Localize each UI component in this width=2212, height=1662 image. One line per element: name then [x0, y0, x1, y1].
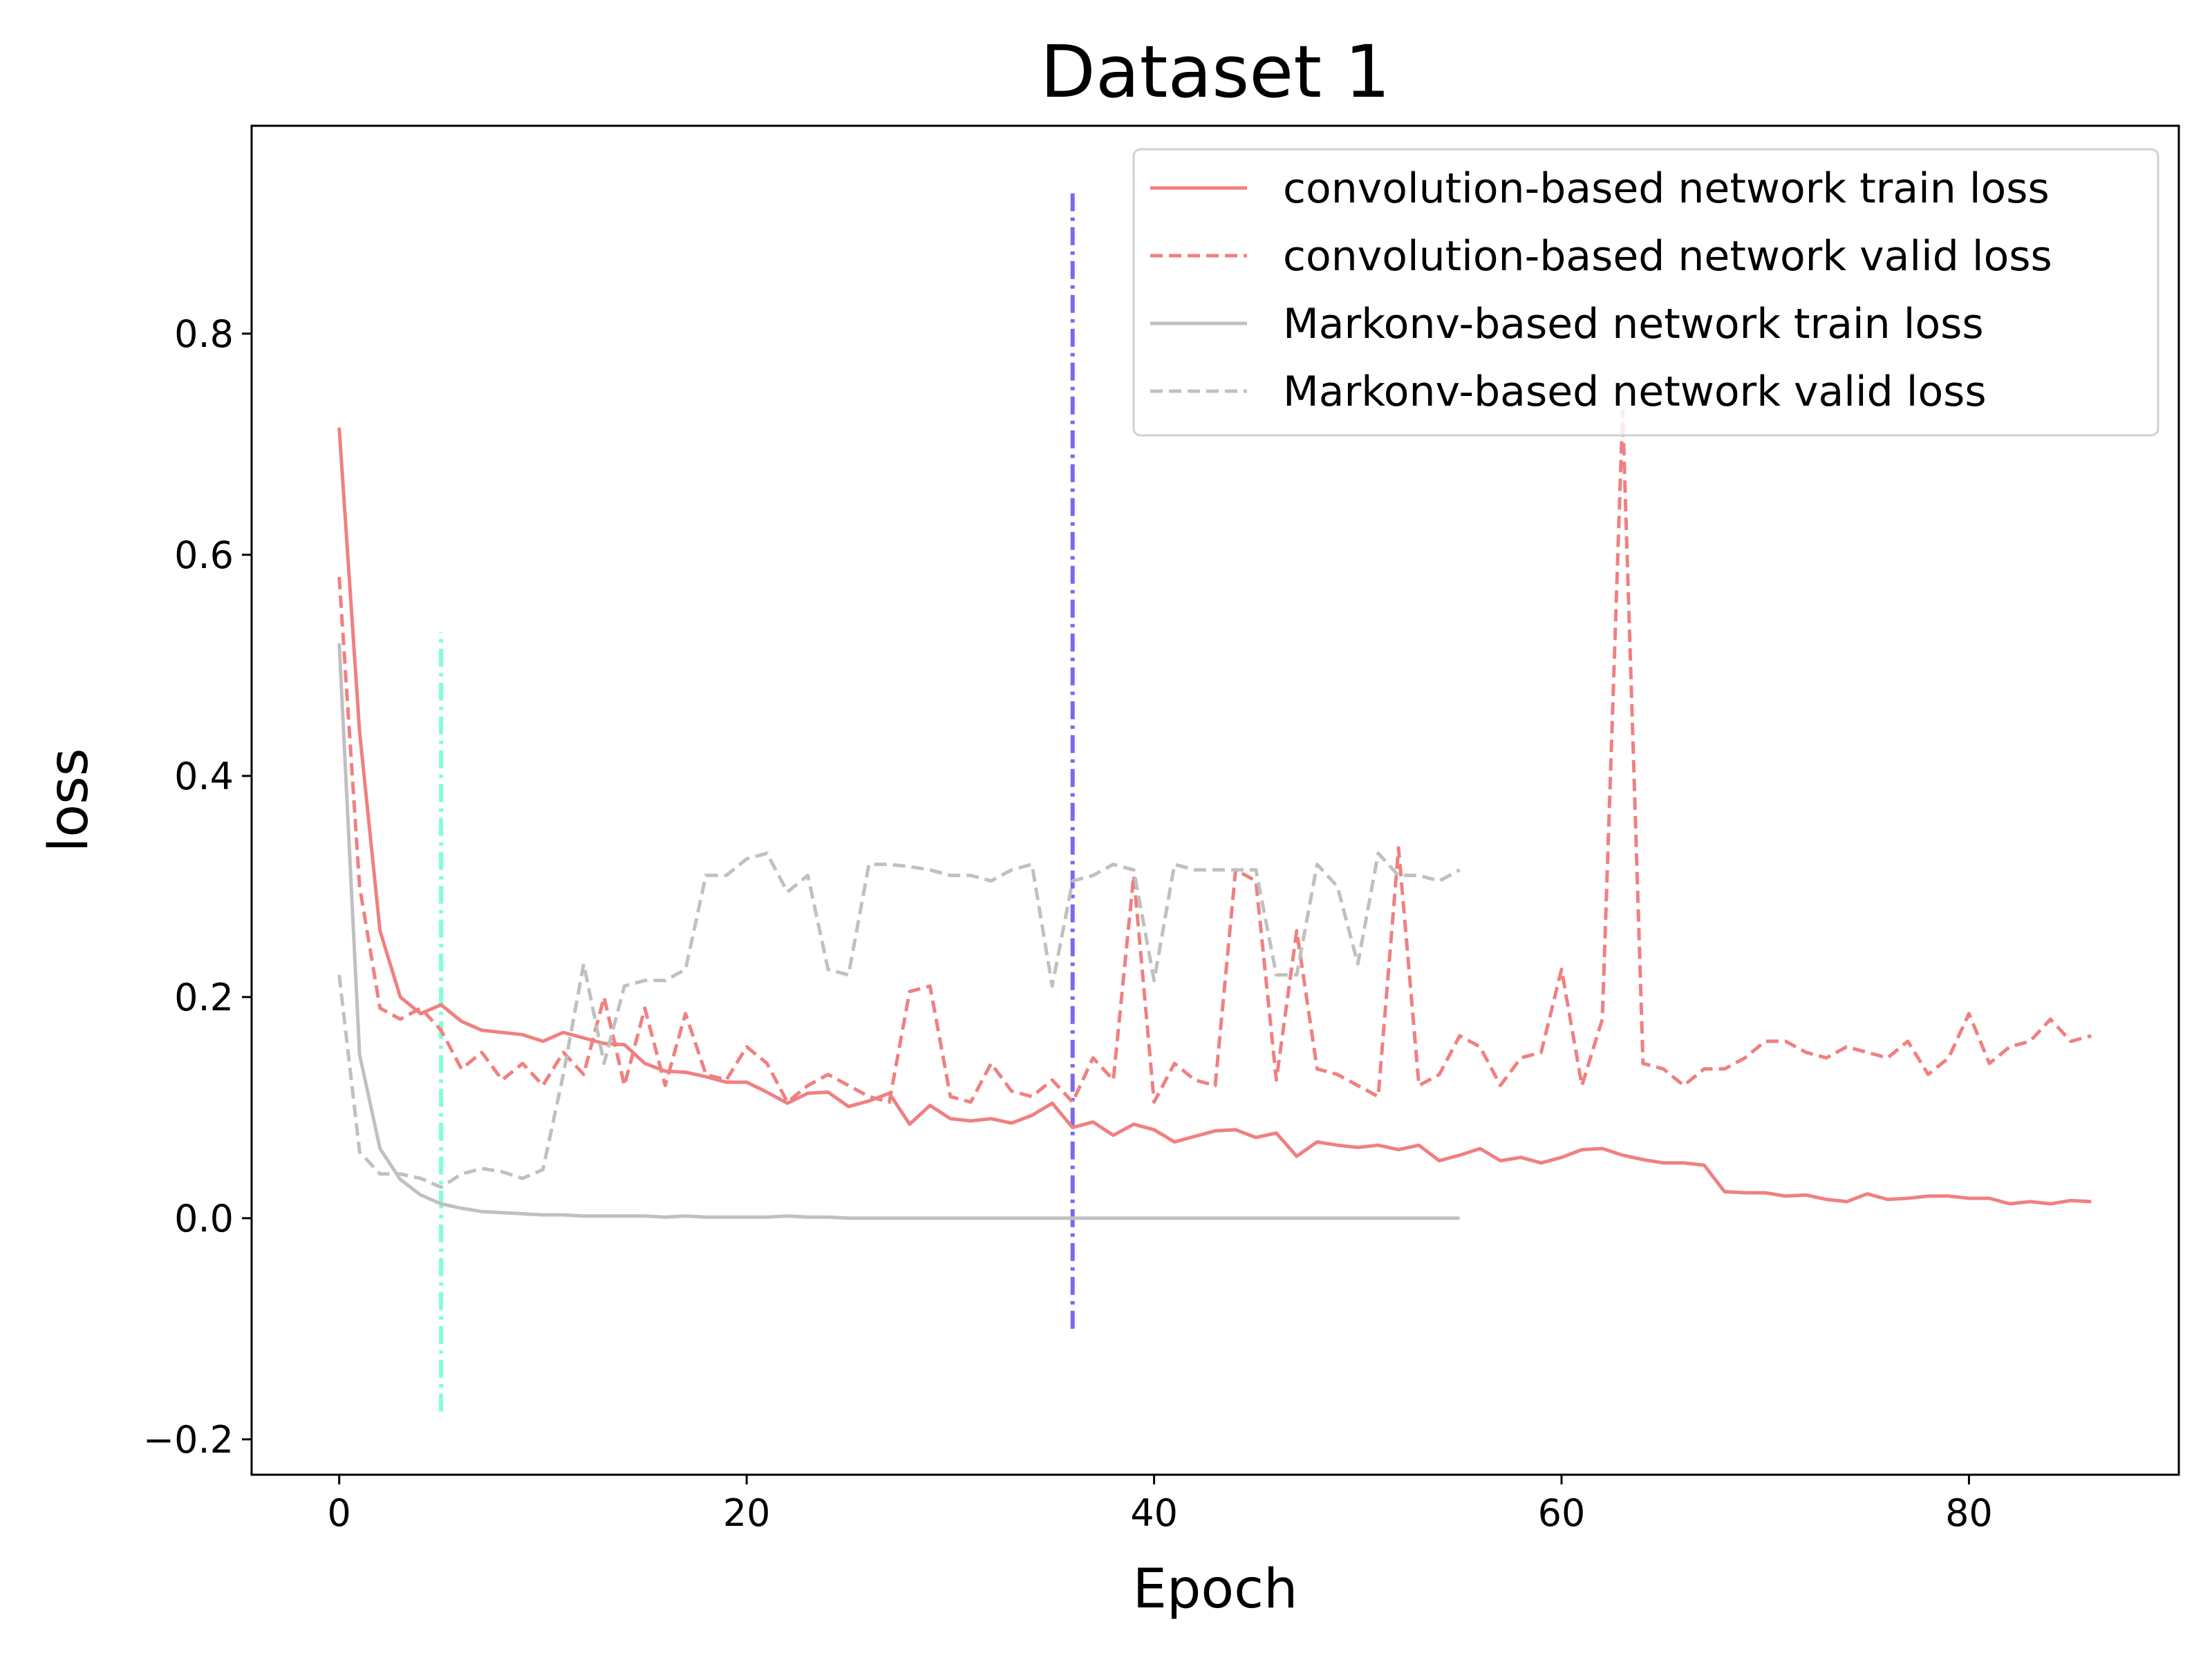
- x-tick-label: 0: [328, 1491, 351, 1535]
- chart-title: Dataset 1: [1040, 30, 1391, 114]
- x-axis-title: Epoch: [1133, 1558, 1298, 1621]
- y-axis-ticks: −0.2 0.0 0.2 0.4 0.6 0.8: [143, 312, 252, 1462]
- y-axis-title: loss: [38, 748, 100, 853]
- y-tick-label: 0.4: [174, 755, 234, 798]
- legend: convolution-based network train loss conv…: [1132, 148, 2159, 437]
- series-line-4: [337, 851, 1461, 1189]
- y-tick-label: 0.8: [174, 312, 234, 356]
- series-line-3: [337, 643, 1460, 1220]
- legend-label-2: convolution-based network valid loss: [1283, 232, 2052, 281]
- y-tick-label: 0.0: [174, 1197, 234, 1240]
- x-tick-label: 80: [1945, 1491, 1993, 1535]
- legend-label-4: Markonv-based network valid loss: [1283, 368, 1987, 416]
- y-tick-label: 0.6: [174, 533, 234, 577]
- x-tick-label: 40: [1130, 1491, 1178, 1535]
- legend-frame: [1132, 148, 2159, 437]
- x-tick-label: 60: [1538, 1491, 1586, 1535]
- legend-label-3: Markonv-based network train loss: [1283, 300, 1984, 348]
- series-line-1: [337, 427, 2092, 1206]
- y-tick-label: 0.2: [174, 976, 234, 1019]
- y-tick-label: −0.2: [143, 1418, 234, 1462]
- series-line-2: [337, 409, 2092, 1104]
- legend-label-1: convolution-based network train loss: [1283, 164, 2050, 213]
- x-tick-label: 20: [723, 1491, 771, 1535]
- plot-frame: [250, 124, 2180, 1476]
- legend-entries: convolution-based network train loss conv…: [1150, 164, 2052, 416]
- plot-content: [337, 189, 2092, 1412]
- x-axis-ticks: 0 20 40 60 80: [328, 1475, 1993, 1535]
